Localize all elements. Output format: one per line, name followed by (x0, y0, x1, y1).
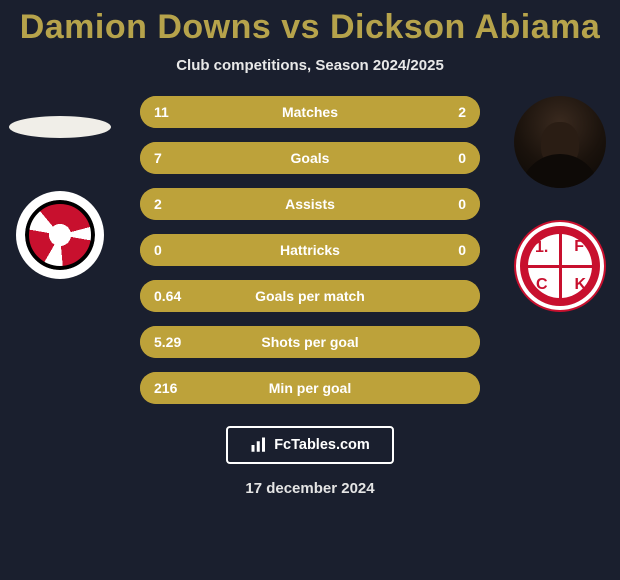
stat-label: Matches (282, 104, 338, 120)
fck-quadrant-1: 1. (535, 240, 548, 256)
stat-label: Shots per goal (261, 334, 358, 350)
stat-row: 2 0 Assists (140, 188, 480, 220)
stat-value-left: 0 (154, 242, 162, 258)
left-club-logo (16, 191, 104, 279)
stat-value-left: 11 (154, 104, 169, 120)
left-avatar-placeholder (9, 116, 111, 138)
right-player-column: 1. F C K (500, 96, 620, 310)
stat-value-right: 2 (458, 104, 466, 120)
stat-fill-right (428, 96, 480, 128)
stat-label: Min per goal (269, 380, 351, 396)
stat-row: 7 0 Goals (140, 142, 480, 174)
left-player-column (0, 96, 120, 279)
stat-row: 11 2 Matches (140, 96, 480, 128)
stat-value-left: 2 (154, 196, 162, 212)
stat-label: Goals (291, 150, 330, 166)
stat-row: 5.29 Shots per goal (140, 326, 480, 358)
right-avatar-photo (514, 96, 606, 188)
comparison-card: Damion Downs vs Dickson Abiama Club comp… (0, 0, 620, 580)
subtitle: Club competitions, Season 2024/2025 (0, 57, 620, 74)
stat-value-left: 0.64 (154, 288, 181, 304)
stat-bars: 11 2 Matches 7 0 Goals 2 0 Assists 0 0 Hattricks 0.6… (140, 96, 480, 404)
right-club-logo: 1. F C K (516, 222, 604, 310)
stat-row: 216 Min per goal (140, 372, 480, 404)
stat-value-right: 0 (458, 242, 466, 258)
stat-label: Assists (285, 196, 335, 212)
stat-value-left: 7 (154, 150, 162, 166)
fck-quadrant-c: C (536, 277, 548, 293)
stat-value-left: 5.29 (154, 334, 181, 350)
stat-row: 0 0 Hattricks (140, 234, 480, 266)
stat-value-right: 0 (458, 150, 466, 166)
comparison-date: 17 december 2024 (0, 480, 620, 497)
fck-quadrant-f: F (574, 239, 584, 255)
stat-label: Hattricks (280, 242, 340, 258)
stat-label: Goals per match (255, 288, 365, 304)
fck-quadrant-k: K (574, 277, 586, 293)
site-name: FcTables.com (274, 437, 370, 453)
content-area: 1. F C K 11 2 Matches 7 0 Goals 2 0 Assists 0 0 Hat… (0, 96, 620, 497)
stat-row: 0.64 Goals per match (140, 280, 480, 312)
hurricanes-swirl-icon (25, 200, 95, 270)
site-badge[interactable]: FcTables.com (226, 426, 394, 464)
bar-chart-icon (250, 436, 268, 454)
stat-value-left: 216 (154, 380, 177, 396)
page-title: Damion Downs vs Dickson Abiama (0, 8, 620, 47)
stat-value-right: 0 (458, 196, 466, 212)
fck-badge-icon: 1. F C K (528, 234, 592, 298)
